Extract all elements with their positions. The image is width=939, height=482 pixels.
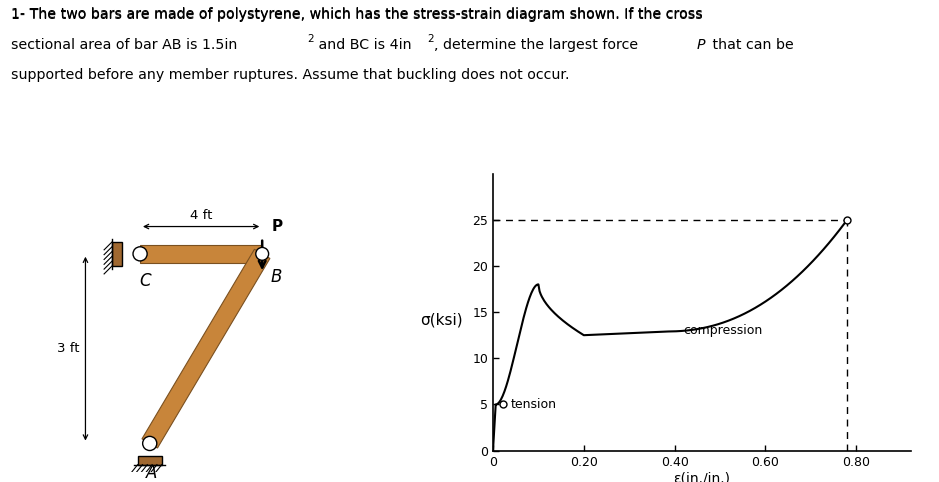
Polygon shape (142, 249, 269, 448)
Text: 1- The two bars are made of polystyrene, which has the stress-strain diagram sho: 1- The two bars are made of polystyrene,… (11, 7, 703, 21)
Circle shape (143, 436, 157, 451)
Text: A: A (146, 464, 157, 482)
Polygon shape (140, 245, 262, 263)
Bar (138, 455, 162, 465)
Text: and BC is 4in: and BC is 4in (314, 38, 411, 52)
Text: 2: 2 (427, 34, 434, 44)
X-axis label: ε(in./in.): ε(in./in.) (673, 471, 731, 482)
Text: C: C (139, 271, 151, 290)
Y-axis label: σ(ksi): σ(ksi) (421, 312, 463, 327)
Circle shape (255, 247, 269, 260)
Text: 1- The two bars are made of polystyrene, which has the stress-strain diagram sho: 1- The two bars are made of polystyrene,… (11, 8, 702, 22)
Text: 4 ft: 4 ft (190, 209, 212, 222)
Bar (112, 242, 122, 266)
Text: compression: compression (684, 324, 763, 337)
Text: B: B (271, 268, 283, 286)
Text: 3 ft: 3 ft (56, 342, 79, 355)
Text: tension: tension (511, 398, 557, 411)
Text: P: P (697, 38, 705, 52)
Text: 2: 2 (307, 34, 314, 44)
Text: P: P (271, 219, 283, 234)
Text: , determine the largest force: , determine the largest force (434, 38, 642, 52)
Text: that can be: that can be (708, 38, 793, 52)
Circle shape (133, 247, 147, 261)
Text: sectional area of bar AB is 1.5in: sectional area of bar AB is 1.5in (11, 38, 238, 52)
Text: supported before any member ruptures. Assume that buckling does not occur.: supported before any member ruptures. As… (11, 68, 569, 82)
